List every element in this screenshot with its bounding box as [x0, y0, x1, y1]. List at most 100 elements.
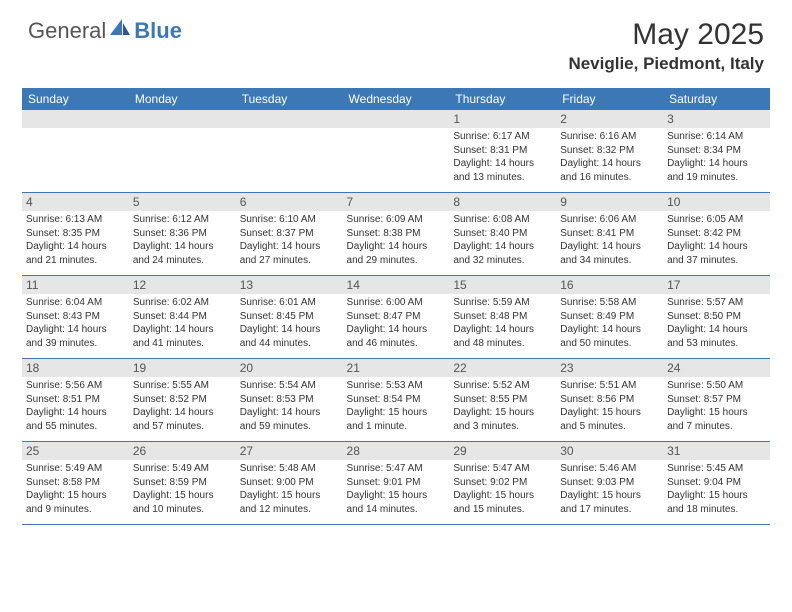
sunset-text: Sunset: 8:42 PM	[667, 227, 766, 241]
sunset-text: Sunset: 8:59 PM	[133, 476, 232, 490]
sun-info: Sunrise: 5:46 AMSunset: 9:03 PMDaylight:…	[560, 462, 659, 516]
week-row: 11Sunrise: 6:04 AMSunset: 8:43 PMDayligh…	[22, 276, 770, 359]
day-cell: 4Sunrise: 6:13 AMSunset: 8:35 PMDaylight…	[22, 193, 129, 275]
day-header: Sunday	[22, 88, 129, 110]
day-number: 23	[556, 359, 663, 377]
sun-info: Sunrise: 5:54 AMSunset: 8:53 PMDaylight:…	[240, 379, 339, 433]
day-cell: 20Sunrise: 5:54 AMSunset: 8:53 PMDayligh…	[236, 359, 343, 441]
day-header: Saturday	[663, 88, 770, 110]
daylight-text: Daylight: 14 hours and 27 minutes.	[240, 240, 339, 267]
sun-info: Sunrise: 5:47 AMSunset: 9:01 PMDaylight:…	[347, 462, 446, 516]
sun-info: Sunrise: 6:01 AMSunset: 8:45 PMDaylight:…	[240, 296, 339, 350]
sunrise-text: Sunrise: 6:05 AM	[667, 213, 766, 227]
sunset-text: Sunset: 8:36 PM	[133, 227, 232, 241]
day-cell: 25Sunrise: 5:49 AMSunset: 8:58 PMDayligh…	[22, 442, 129, 524]
week-row: 18Sunrise: 5:56 AMSunset: 8:51 PMDayligh…	[22, 359, 770, 442]
day-cell: 8Sunrise: 6:08 AMSunset: 8:40 PMDaylight…	[449, 193, 556, 275]
daylight-text: Daylight: 14 hours and 59 minutes.	[240, 406, 339, 433]
day-number: 19	[129, 359, 236, 377]
day-number: 22	[449, 359, 556, 377]
sunrise-text: Sunrise: 5:51 AM	[560, 379, 659, 393]
day-number: 13	[236, 276, 343, 294]
sunset-text: Sunset: 8:32 PM	[560, 144, 659, 158]
sunset-text: Sunset: 9:02 PM	[453, 476, 552, 490]
sunrise-text: Sunrise: 6:01 AM	[240, 296, 339, 310]
day-cell: 9Sunrise: 6:06 AMSunset: 8:41 PMDaylight…	[556, 193, 663, 275]
sunset-text: Sunset: 8:58 PM	[26, 476, 125, 490]
day-number: 21	[343, 359, 450, 377]
day-cell: 5Sunrise: 6:12 AMSunset: 8:36 PMDaylight…	[129, 193, 236, 275]
day-number: 4	[22, 193, 129, 211]
daylight-text: Daylight: 15 hours and 12 minutes.	[240, 489, 339, 516]
sunrise-text: Sunrise: 5:56 AM	[26, 379, 125, 393]
day-cell: 18Sunrise: 5:56 AMSunset: 8:51 PMDayligh…	[22, 359, 129, 441]
sunset-text: Sunset: 8:47 PM	[347, 310, 446, 324]
sun-info: Sunrise: 6:02 AMSunset: 8:44 PMDaylight:…	[133, 296, 232, 350]
day-number: 5	[129, 193, 236, 211]
sunset-text: Sunset: 8:55 PM	[453, 393, 552, 407]
sunrise-text: Sunrise: 5:50 AM	[667, 379, 766, 393]
sunrise-text: Sunrise: 6:14 AM	[667, 130, 766, 144]
sunset-text: Sunset: 9:00 PM	[240, 476, 339, 490]
day-cell	[343, 110, 450, 192]
day-number: 11	[22, 276, 129, 294]
day-number: 28	[343, 442, 450, 460]
day-cell	[129, 110, 236, 192]
weeks-container: 1Sunrise: 6:17 AMSunset: 8:31 PMDaylight…	[22, 110, 770, 525]
sunset-text: Sunset: 9:03 PM	[560, 476, 659, 490]
day-cell: 26Sunrise: 5:49 AMSunset: 8:59 PMDayligh…	[129, 442, 236, 524]
sun-info: Sunrise: 6:06 AMSunset: 8:41 PMDaylight:…	[560, 213, 659, 267]
day-header: Friday	[556, 88, 663, 110]
sun-info: Sunrise: 5:51 AMSunset: 8:56 PMDaylight:…	[560, 379, 659, 433]
sunrise-text: Sunrise: 5:59 AM	[453, 296, 552, 310]
day-cell: 2Sunrise: 6:16 AMSunset: 8:32 PMDaylight…	[556, 110, 663, 192]
sunrise-text: Sunrise: 6:16 AM	[560, 130, 659, 144]
sunset-text: Sunset: 8:56 PM	[560, 393, 659, 407]
daylight-text: Daylight: 15 hours and 7 minutes.	[667, 406, 766, 433]
day-cell: 15Sunrise: 5:59 AMSunset: 8:48 PMDayligh…	[449, 276, 556, 358]
sun-info: Sunrise: 6:09 AMSunset: 8:38 PMDaylight:…	[347, 213, 446, 267]
sunset-text: Sunset: 8:53 PM	[240, 393, 339, 407]
day-header: Monday	[129, 88, 236, 110]
day-cell: 30Sunrise: 5:46 AMSunset: 9:03 PMDayligh…	[556, 442, 663, 524]
daylight-text: Daylight: 14 hours and 53 minutes.	[667, 323, 766, 350]
sunrise-text: Sunrise: 5:52 AM	[453, 379, 552, 393]
day-cell: 6Sunrise: 6:10 AMSunset: 8:37 PMDaylight…	[236, 193, 343, 275]
sunrise-text: Sunrise: 5:46 AM	[560, 462, 659, 476]
sun-info: Sunrise: 5:55 AMSunset: 8:52 PMDaylight:…	[133, 379, 232, 433]
daylight-text: Daylight: 14 hours and 46 minutes.	[347, 323, 446, 350]
daylight-text: Daylight: 15 hours and 1 minute.	[347, 406, 446, 433]
sunset-text: Sunset: 8:31 PM	[453, 144, 552, 158]
week-row: 4Sunrise: 6:13 AMSunset: 8:35 PMDaylight…	[22, 193, 770, 276]
day-cell: 7Sunrise: 6:09 AMSunset: 8:38 PMDaylight…	[343, 193, 450, 275]
sunset-text: Sunset: 8:37 PM	[240, 227, 339, 241]
day-number: 25	[22, 442, 129, 460]
sunset-text: Sunset: 9:01 PM	[347, 476, 446, 490]
sunrise-text: Sunrise: 6:00 AM	[347, 296, 446, 310]
daylight-text: Daylight: 14 hours and 37 minutes.	[667, 240, 766, 267]
day-cell: 16Sunrise: 5:58 AMSunset: 8:49 PMDayligh…	[556, 276, 663, 358]
logo-sail-icon	[110, 19, 132, 44]
daylight-text: Daylight: 15 hours and 18 minutes.	[667, 489, 766, 516]
day-number	[22, 110, 129, 128]
sunset-text: Sunset: 8:49 PM	[560, 310, 659, 324]
sunrise-text: Sunrise: 6:10 AM	[240, 213, 339, 227]
location: Neviglie, Piedmont, Italy	[568, 54, 764, 74]
daylight-text: Daylight: 15 hours and 5 minutes.	[560, 406, 659, 433]
day-cell: 17Sunrise: 5:57 AMSunset: 8:50 PMDayligh…	[663, 276, 770, 358]
sun-info: Sunrise: 5:48 AMSunset: 9:00 PMDaylight:…	[240, 462, 339, 516]
week-row: 1Sunrise: 6:17 AMSunset: 8:31 PMDaylight…	[22, 110, 770, 193]
day-cell: 12Sunrise: 6:02 AMSunset: 8:44 PMDayligh…	[129, 276, 236, 358]
sunrise-text: Sunrise: 5:47 AM	[347, 462, 446, 476]
daylight-text: Daylight: 15 hours and 17 minutes.	[560, 489, 659, 516]
sun-info: Sunrise: 5:50 AMSunset: 8:57 PMDaylight:…	[667, 379, 766, 433]
day-number: 2	[556, 110, 663, 128]
sunset-text: Sunset: 8:54 PM	[347, 393, 446, 407]
sunrise-text: Sunrise: 5:49 AM	[26, 462, 125, 476]
sunset-text: Sunset: 8:48 PM	[453, 310, 552, 324]
day-cell: 1Sunrise: 6:17 AMSunset: 8:31 PMDaylight…	[449, 110, 556, 192]
sunrise-text: Sunrise: 6:09 AM	[347, 213, 446, 227]
day-cell: 10Sunrise: 6:05 AMSunset: 8:42 PMDayligh…	[663, 193, 770, 275]
sunrise-text: Sunrise: 6:08 AM	[453, 213, 552, 227]
daylight-text: Daylight: 14 hours and 32 minutes.	[453, 240, 552, 267]
